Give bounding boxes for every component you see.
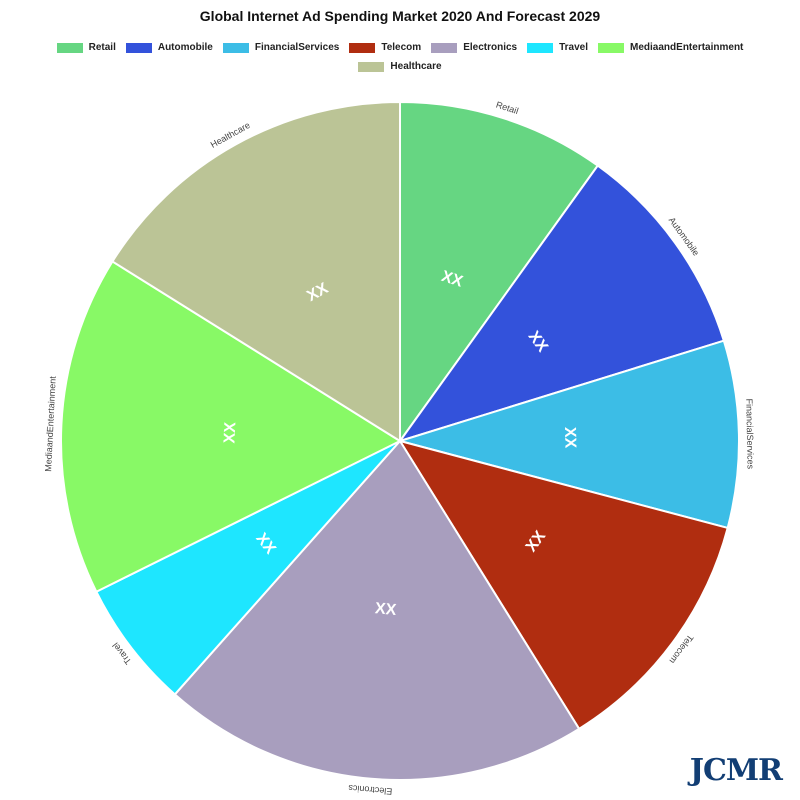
legend-item-travel[interactable]: Travel bbox=[527, 42, 588, 53]
legend-label: Automobile bbox=[157, 42, 213, 53]
legend-item-electronics[interactable]: Electronics bbox=[431, 42, 517, 53]
category-label: Retail bbox=[495, 100, 520, 117]
data-label: XX bbox=[561, 427, 578, 449]
legend-swatch bbox=[358, 61, 385, 72]
legend-swatch bbox=[222, 42, 249, 53]
slice-telecom[interactable] bbox=[397, 439, 729, 731]
legend: Retail Automobile FinancialServices Telecom… bbox=[0, 42, 800, 72]
jcmr-logo: JCMR bbox=[689, 753, 783, 788]
category-label: FinancialServices bbox=[744, 398, 755, 469]
slice-financialservices[interactable] bbox=[396, 339, 740, 530]
legend-swatch bbox=[349, 42, 376, 53]
slice-automobile[interactable] bbox=[397, 164, 726, 443]
legend-label: Travel bbox=[559, 42, 589, 53]
slice-electronics[interactable] bbox=[173, 439, 581, 781]
legend-item-retail[interactable]: Retail bbox=[56, 42, 116, 53]
slice-healthcare[interactable] bbox=[111, 100, 401, 443]
legend-label: Healthcare bbox=[390, 61, 442, 72]
legend-label: Telecom bbox=[381, 42, 422, 53]
legend-item-automobile[interactable]: Automobile bbox=[125, 42, 213, 53]
legend-swatch bbox=[431, 42, 458, 53]
legend-label: MediaandEntertainment bbox=[630, 42, 744, 53]
slice-retail[interactable] bbox=[399, 100, 600, 445]
category-label: MediaandEntertainment bbox=[43, 375, 58, 471]
legend-swatch bbox=[56, 42, 83, 53]
legend-swatch bbox=[527, 42, 554, 53]
legend-item-mediaandentertainment[interactable]: MediaandEntertainment bbox=[598, 42, 743, 53]
legend-label: Retail bbox=[88, 42, 116, 53]
legend-item-telecom[interactable]: Telecom bbox=[349, 42, 421, 53]
legend-label: Electronics bbox=[463, 42, 518, 53]
data-label: XX bbox=[221, 421, 239, 443]
legend-item-financialservices[interactable]: FinancialServices bbox=[222, 42, 340, 53]
legend-swatch bbox=[598, 42, 625, 53]
chart-title: Global Internet Ad Spending Market 2020 … bbox=[199, 8, 601, 24]
legend-label: FinancialServices bbox=[254, 42, 340, 53]
slice-travel[interactable] bbox=[95, 440, 401, 696]
data-label: XX bbox=[374, 600, 397, 619]
slice-mediaandentertainment[interactable] bbox=[60, 260, 403, 594]
data-label: XX bbox=[439, 268, 465, 291]
legend-swatch bbox=[125, 42, 152, 53]
legend-item-healthcare[interactable]: Healthcare bbox=[0, 61, 800, 72]
category-label: Electronics bbox=[347, 783, 392, 797]
